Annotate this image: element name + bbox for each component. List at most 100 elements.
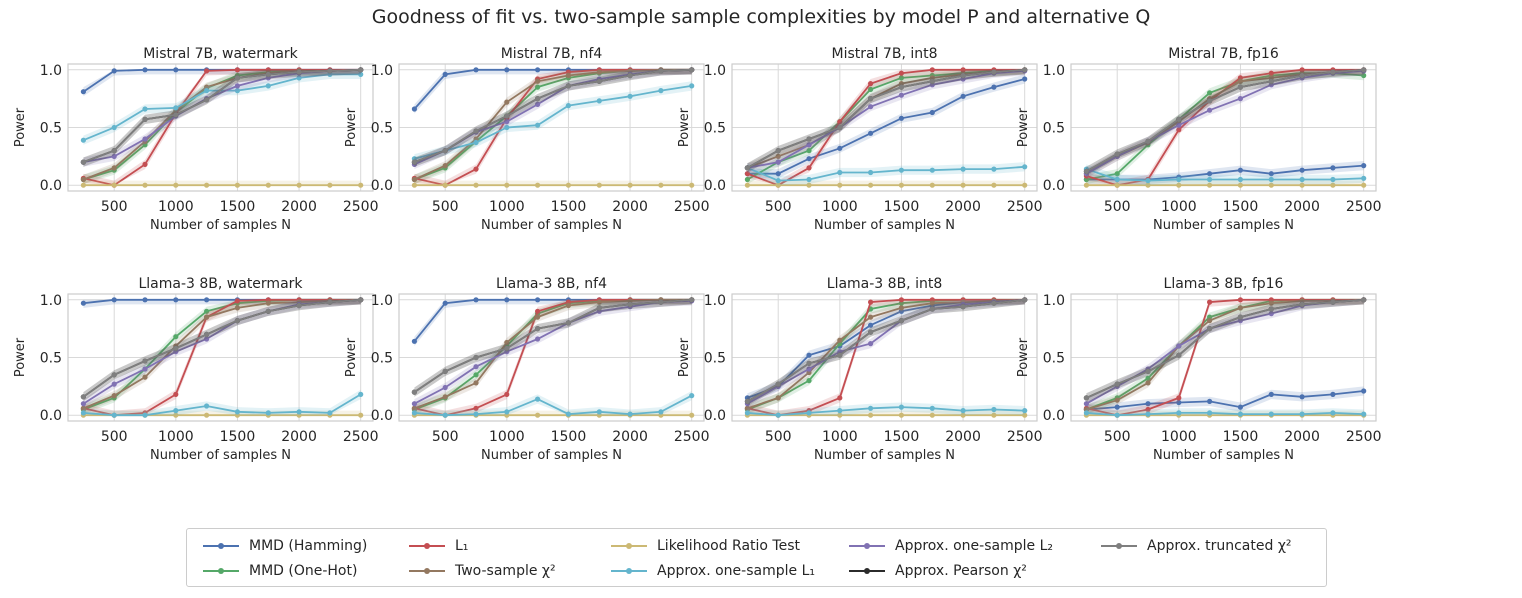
- series-approx-one-sample-l1: [411, 391, 695, 418]
- data-point: [1237, 84, 1243, 90]
- data-point: [689, 182, 695, 188]
- data-point: [806, 156, 812, 162]
- subplot-8: Llama-3 8B, fp16 500 1000 1500 2000 2500 0.0 0.…: [1016, 276, 1381, 463]
- data-point: [1237, 305, 1243, 311]
- legend-swatch-marker: [626, 543, 632, 549]
- data-point: [1237, 297, 1243, 303]
- series-band: [747, 299, 1025, 403]
- data-point: [411, 338, 417, 344]
- data-point: [473, 128, 479, 134]
- legend-label: MMD (One-Hot): [249, 563, 358, 579]
- series-line: [414, 394, 693, 417]
- legend-label: Approx. one-sample L₁: [657, 563, 815, 579]
- data-point: [1207, 107, 1213, 113]
- data-point: [929, 182, 935, 188]
- data-point: [596, 98, 602, 104]
- y-tick-label: 1.0: [371, 63, 393, 79]
- legend: MMD (Hamming) MMD (One-Hot) L₁ Two-sample χ…: [186, 528, 1327, 587]
- plot-frame: [731, 63, 1038, 192]
- data-point: [234, 182, 240, 188]
- series-band: [414, 69, 692, 167]
- x-tick-label: 2500: [674, 429, 710, 445]
- data-point: [535, 297, 541, 303]
- x-tick-label: 1500: [884, 429, 920, 445]
- data-point: [1114, 412, 1120, 418]
- series-line: [747, 298, 1025, 410]
- series-band: [83, 389, 361, 416]
- data-point: [1237, 176, 1243, 183]
- x-tick-label: 500: [432, 429, 459, 445]
- data-point: [1268, 176, 1274, 183]
- legend-swatch: [203, 568, 239, 574]
- series-approx-truncated-chi2: [411, 67, 695, 167]
- data-point: [744, 182, 751, 188]
- subplot-title: Llama-3 8B, fp16: [1164, 276, 1284, 292]
- data-point: [1330, 182, 1336, 188]
- series-band: [1086, 69, 1364, 186]
- data-point: [806, 165, 812, 171]
- series-line: [413, 300, 692, 405]
- chart-grid: Mistral 7B, watermark 500 1000 1500 2000 2500…: [13, 46, 1381, 463]
- data-point: [806, 136, 812, 142]
- data-point: [473, 372, 479, 378]
- y-tick-label: 1.0: [1043, 63, 1065, 79]
- data-point: [868, 182, 874, 188]
- data-point: [204, 331, 210, 337]
- data-point: [80, 410, 86, 416]
- data-point: [1207, 98, 1213, 104]
- x-tick-label: 2000: [612, 429, 648, 445]
- subplot-3: Mistral 7B, int8 500 1000 1500 2000 2500 0.0 0.…: [677, 46, 1042, 233]
- data-point: [473, 166, 479, 172]
- series-band: [1086, 69, 1364, 176]
- data-point: [473, 380, 479, 386]
- series-line: [414, 298, 692, 410]
- x-axis-label: Number of samples N: [1153, 218, 1294, 233]
- data-point: [806, 352, 812, 358]
- series-line: [1086, 298, 1364, 417]
- data-point: [960, 72, 966, 79]
- data-point: [689, 297, 695, 303]
- data-point: [1145, 401, 1151, 407]
- data-point: [535, 78, 541, 84]
- data-point: [627, 411, 633, 417]
- y-tick-label: 1.0: [704, 293, 726, 309]
- data-point: [868, 130, 874, 136]
- data-point: [411, 389, 417, 395]
- data-point: [1268, 70, 1274, 76]
- data-point: [1022, 76, 1028, 82]
- series-band: [1086, 69, 1364, 176]
- x-axis-label: Number of samples N: [481, 218, 622, 233]
- data-point: [837, 145, 843, 151]
- data-point: [565, 72, 572, 79]
- data-point: [1022, 412, 1028, 418]
- data-point: [806, 378, 812, 384]
- data-point: [929, 167, 935, 173]
- x-tick-label: 2500: [1346, 429, 1382, 445]
- data-point: [960, 67, 966, 73]
- series-band: [414, 69, 692, 185]
- data-point: [473, 405, 479, 411]
- data-point: [234, 83, 240, 89]
- data-point: [442, 412, 448, 418]
- data-point: [204, 314, 210, 320]
- data-point: [80, 182, 86, 188]
- x-tick-label: 2000: [945, 199, 981, 215]
- data-point: [111, 381, 117, 387]
- data-point: [535, 314, 541, 320]
- data-point: [1207, 326, 1213, 332]
- data-point: [929, 300, 935, 306]
- series-line: [413, 298, 692, 393]
- data-point: [1268, 182, 1274, 188]
- data-point: [806, 366, 812, 372]
- data-point: [111, 68, 117, 74]
- data-point: [1083, 182, 1089, 188]
- plot-frame: [731, 293, 1038, 422]
- series-band: [414, 391, 692, 416]
- data-point: [504, 113, 510, 119]
- plot-frame: [398, 63, 705, 192]
- data-point: [898, 115, 905, 121]
- subplot-5: Llama-3 8B, watermark 500 1000 1500 2000 2500…: [13, 276, 378, 463]
- data-point: [1114, 176, 1120, 183]
- data-point: [689, 83, 695, 89]
- plot-frame: [398, 293, 705, 422]
